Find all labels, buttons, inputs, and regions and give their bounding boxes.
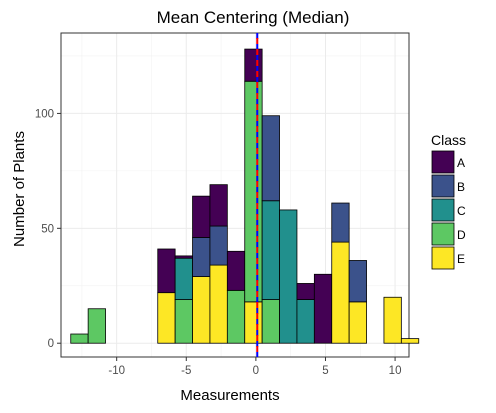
legend-label-E: E [457,252,465,266]
bar-B-bin-7 [192,237,211,277]
legend-label-D: D [457,228,466,242]
bar-E-bin-19 [400,338,420,344]
y-tick-label: 50 [41,223,54,235]
y-axis: 0 50 100 [35,108,61,350]
bar-A-bin-10 [244,48,263,82]
chart-title: Mean Centering (Median) [157,8,350,27]
bar-A-bin-6 [174,255,193,259]
bar-A-bin-9 [226,250,246,291]
bar-C-bin-6 [174,257,193,300]
x-axis-title: Measurements [180,387,279,404]
x-tick-label: 10 [389,365,402,377]
bar-A-bin-5 [157,248,176,294]
bar-E-bin-10 [244,301,263,344]
y-axis-title: Number of Plants [11,131,28,247]
bar-B-bin-11 [261,115,280,202]
x-tick-label: 0 [253,365,259,377]
legend-label-A: A [457,156,465,170]
bar-D-bin-6 [174,299,193,344]
bar-D-bin-1 [87,308,106,344]
legend-swatch-B [431,174,455,198]
bar-A-bin-14 [313,273,333,344]
x-tick-label: -10 [108,365,125,377]
x-axis: -10 -5 0 5 10 [108,357,401,377]
bar-D-bin-10 [244,80,263,303]
bar-B-bin-8 [209,225,228,266]
y-tick-label: 0 [48,338,54,350]
bar-C-bin-12 [279,209,298,344]
legend-swatch-D [431,222,455,246]
x-tick-label: 5 [322,365,328,377]
legend-swatch-E [431,246,455,270]
bars [70,48,420,344]
legend-swatch-C [431,198,455,222]
bar-E-bin-16 [348,301,367,344]
legend-swatch-A [431,150,455,174]
bar-E-bin-15 [331,241,350,344]
bar-E-bin-5 [157,292,176,344]
bar-A-bin-13 [296,283,315,300]
y-tick-label: 100 [35,108,54,120]
bar-E-bin-8 [209,264,228,344]
bar-A-bin-7 [192,195,211,238]
bar-B-bin-15 [331,202,350,243]
bar-B-bin-16 [348,260,367,303]
legend-label-B: B [457,180,465,194]
bar-E-bin-7 [192,276,211,344]
x-tick-label: -5 [181,365,191,377]
bar-D-bin-0 [70,333,89,344]
bar-D-bin-11 [261,299,280,344]
plot-panel [60,32,410,358]
legend-title: Class [431,132,466,148]
bar-C-bin-11 [261,200,280,300]
bar-E-bin-18 [383,296,402,344]
bar-D-bin-9 [226,289,246,344]
legend-label-C: C [457,204,466,218]
bar-C-bin-13 [296,299,315,344]
bar-A-bin-8 [209,184,228,227]
